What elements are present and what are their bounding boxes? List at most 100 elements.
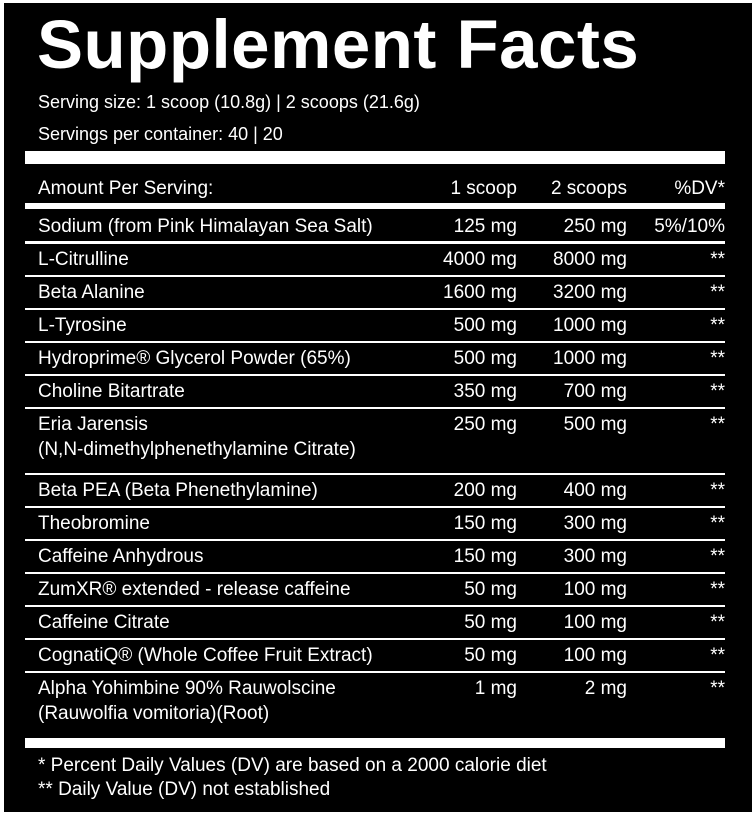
table-row: CognatiQ® (Whole Coffee Fruit Extract) 50…: [25, 640, 725, 673]
ingredient-name: L-Citrulline: [25, 247, 387, 272]
table-row: L-Tyrosine 500 mg 1000 mg **: [25, 310, 725, 343]
amount-1-scoop: 4000 mg: [443, 249, 517, 270]
thick-divider-bottom: [25, 738, 725, 748]
amount-1-scoop: 150 mg: [453, 513, 517, 534]
amount-1-scoop: 200 mg: [453, 480, 517, 501]
header-col1: 1 scoop: [450, 178, 517, 199]
ingredient-name-line1: Choline Bitartrate: [38, 381, 185, 402]
ingredient-name: Caffeine Anhydrous: [25, 544, 387, 569]
amount-2-scoops: 300 mg: [563, 546, 627, 567]
ingredient-name: Sodium (from Pink Himalayan Sea Salt): [25, 214, 387, 239]
amount-1-scoop: 350 mg: [453, 381, 517, 402]
table-row: Eria Jarensis (N,N-dimethylphenethylamine…: [25, 409, 725, 475]
table-row: Caffeine Citrate 50 mg 100 mg **: [25, 607, 725, 640]
ingredient-name-line1: CognatiQ® (Whole Coffee Fruit Extract): [38, 645, 373, 666]
daily-value: **: [710, 381, 725, 402]
ingredient-name: Theobromine: [25, 511, 387, 536]
nutrient-table: Amount Per Serving: 1 scoop 2 scoops %DV…: [25, 169, 725, 739]
amount-2-scoops: 700 mg: [563, 381, 627, 402]
amount-2-scoops: 500 mg: [563, 414, 627, 435]
ingredient-name: Beta Alanine: [25, 280, 387, 305]
ingredient-name-line2: (N,N-dimethylphenethylamine Citrate): [38, 439, 356, 460]
amount-2-scoops: 3200 mg: [553, 282, 627, 303]
ingredient-name: Eria Jarensis (N,N-dimethylphenethylamine…: [25, 412, 387, 462]
ingredient-name: L-Tyrosine: [25, 313, 387, 338]
ingredient-name: Choline Bitartrate: [25, 379, 387, 404]
ingredient-name-line1: Alpha Yohimbine 90% Rauwolscine: [38, 678, 336, 699]
table-row: Beta Alanine 1600 mg 3200 mg **: [25, 277, 725, 310]
table-row: Beta PEA (Beta Phenethylamine) 200 mg 400 …: [25, 475, 725, 508]
ingredient-name-line1: Theobromine: [38, 513, 150, 534]
table-row: Hydroprime® Glycerol Powder (65%) 500 mg 1…: [25, 343, 725, 376]
daily-value: **: [710, 282, 725, 303]
daily-value: 5%/10%: [654, 216, 725, 237]
header-col2: 2 scoops: [550, 178, 627, 199]
amount-1-scoop: 150 mg: [453, 546, 517, 567]
table-row: Theobromine 150 mg 300 mg **: [25, 508, 725, 541]
supplement-facts-panel: Supplement Facts Serving size: 1 scoop (…: [4, 3, 752, 812]
ingredient-name-line1: Beta Alanine: [38, 282, 145, 303]
ingredient-name-line2: (Rauwolfia vomitoria)(Root): [38, 703, 270, 724]
ingredient-name: Alpha Yohimbine 90% Rauwolscine (Rauwolfi…: [25, 676, 387, 726]
amount-1-scoop: 500 mg: [453, 315, 517, 336]
header-amount: Amount Per Serving:: [38, 178, 214, 199]
footnote-dv: * Percent Daily Values (DV) are based on…: [38, 755, 547, 776]
amount-1-scoop: 125 mg: [453, 216, 517, 237]
amount-2-scoops: 1000 mg: [553, 348, 627, 369]
table-row: Alpha Yohimbine 90% Rauwolscine (Rauwolfi…: [25, 673, 725, 739]
daily-value: **: [710, 414, 725, 435]
amount-1-scoop: 500 mg: [453, 348, 517, 369]
amount-2-scoops: 8000 mg: [553, 249, 627, 270]
table-header: Amount Per Serving: 1 scoop 2 scoops %DV…: [25, 169, 725, 209]
serving-size: Serving size: 1 scoop (10.8g) | 2 scoops…: [38, 92, 420, 112]
amount-1-scoop: 50 mg: [464, 612, 517, 633]
daily-value: **: [710, 579, 725, 600]
daily-value: **: [710, 678, 725, 699]
footnote-not-established: ** Daily Value (DV) not established: [38, 779, 331, 800]
table-row: Caffeine Anhydrous 150 mg 300 mg **: [25, 541, 725, 574]
ingredient-name: Caffeine Citrate: [25, 610, 387, 635]
ingredient-name-line1: L-Citrulline: [38, 249, 129, 270]
daily-value: **: [710, 249, 725, 270]
table-row: ZumXR® extended - release caffeine 50 mg 1…: [25, 574, 725, 607]
servings-per-container: Servings per container: 40 | 20: [38, 124, 283, 144]
ingredient-name-line1: Hydroprime® Glycerol Powder (65%): [38, 348, 351, 369]
amount-2-scoops: 300 mg: [563, 513, 627, 534]
amount-2-scoops: 100 mg: [563, 579, 627, 600]
ingredient-name-line1: L-Tyrosine: [38, 315, 127, 336]
amount-2-scoops: 250 mg: [563, 216, 627, 237]
title: Supplement Facts: [37, 6, 640, 83]
table-row: Sodium (from Pink Himalayan Sea Salt) 125…: [25, 209, 725, 244]
amount-2-scoops: 1000 mg: [553, 315, 627, 336]
ingredient-name: Hydroprime® Glycerol Powder (65%): [25, 346, 387, 371]
ingredient-name: ZumXR® extended - release caffeine: [25, 577, 387, 602]
daily-value: **: [710, 315, 725, 336]
amount-1-scoop: 1 mg: [474, 678, 517, 699]
amount-2-scoops: 100 mg: [563, 645, 627, 666]
ingredient-name: Beta PEA (Beta Phenethylamine): [25, 478, 387, 503]
amount-2-scoops: 2 mg: [584, 678, 627, 699]
table-row: L-Citrulline 4000 mg 8000 mg **: [25, 244, 725, 277]
daily-value: **: [710, 480, 725, 501]
daily-value: **: [710, 645, 725, 666]
amount-1-scoop: 250 mg: [453, 414, 517, 435]
amount-1-scoop: 50 mg: [464, 579, 517, 600]
daily-value: **: [710, 546, 725, 567]
table-row: Choline Bitartrate 350 mg 700 mg **: [25, 376, 725, 409]
ingredient-name-line1: Caffeine Anhydrous: [38, 546, 204, 567]
thick-divider: [25, 151, 725, 164]
ingredient-name-line1: Eria Jarensis: [38, 414, 148, 435]
ingredient-name-line1: Sodium (from Pink Himalayan Sea Salt): [38, 216, 373, 237]
daily-value: **: [710, 612, 725, 633]
amount-1-scoop: 1600 mg: [443, 282, 517, 303]
amount-2-scoops: 400 mg: [563, 480, 627, 501]
daily-value: **: [710, 513, 725, 534]
amount-2-scoops: 100 mg: [563, 612, 627, 633]
ingredient-name-line1: Beta PEA (Beta Phenethylamine): [38, 480, 318, 501]
header-dv: %DV*: [674, 178, 725, 199]
ingredient-name-line1: Caffeine Citrate: [38, 612, 170, 633]
amount-1-scoop: 50 mg: [464, 645, 517, 666]
ingredient-name: CognatiQ® (Whole Coffee Fruit Extract): [25, 643, 387, 668]
daily-value: **: [710, 348, 725, 369]
ingredient-name-line1: ZumXR® extended - release caffeine: [38, 579, 351, 600]
